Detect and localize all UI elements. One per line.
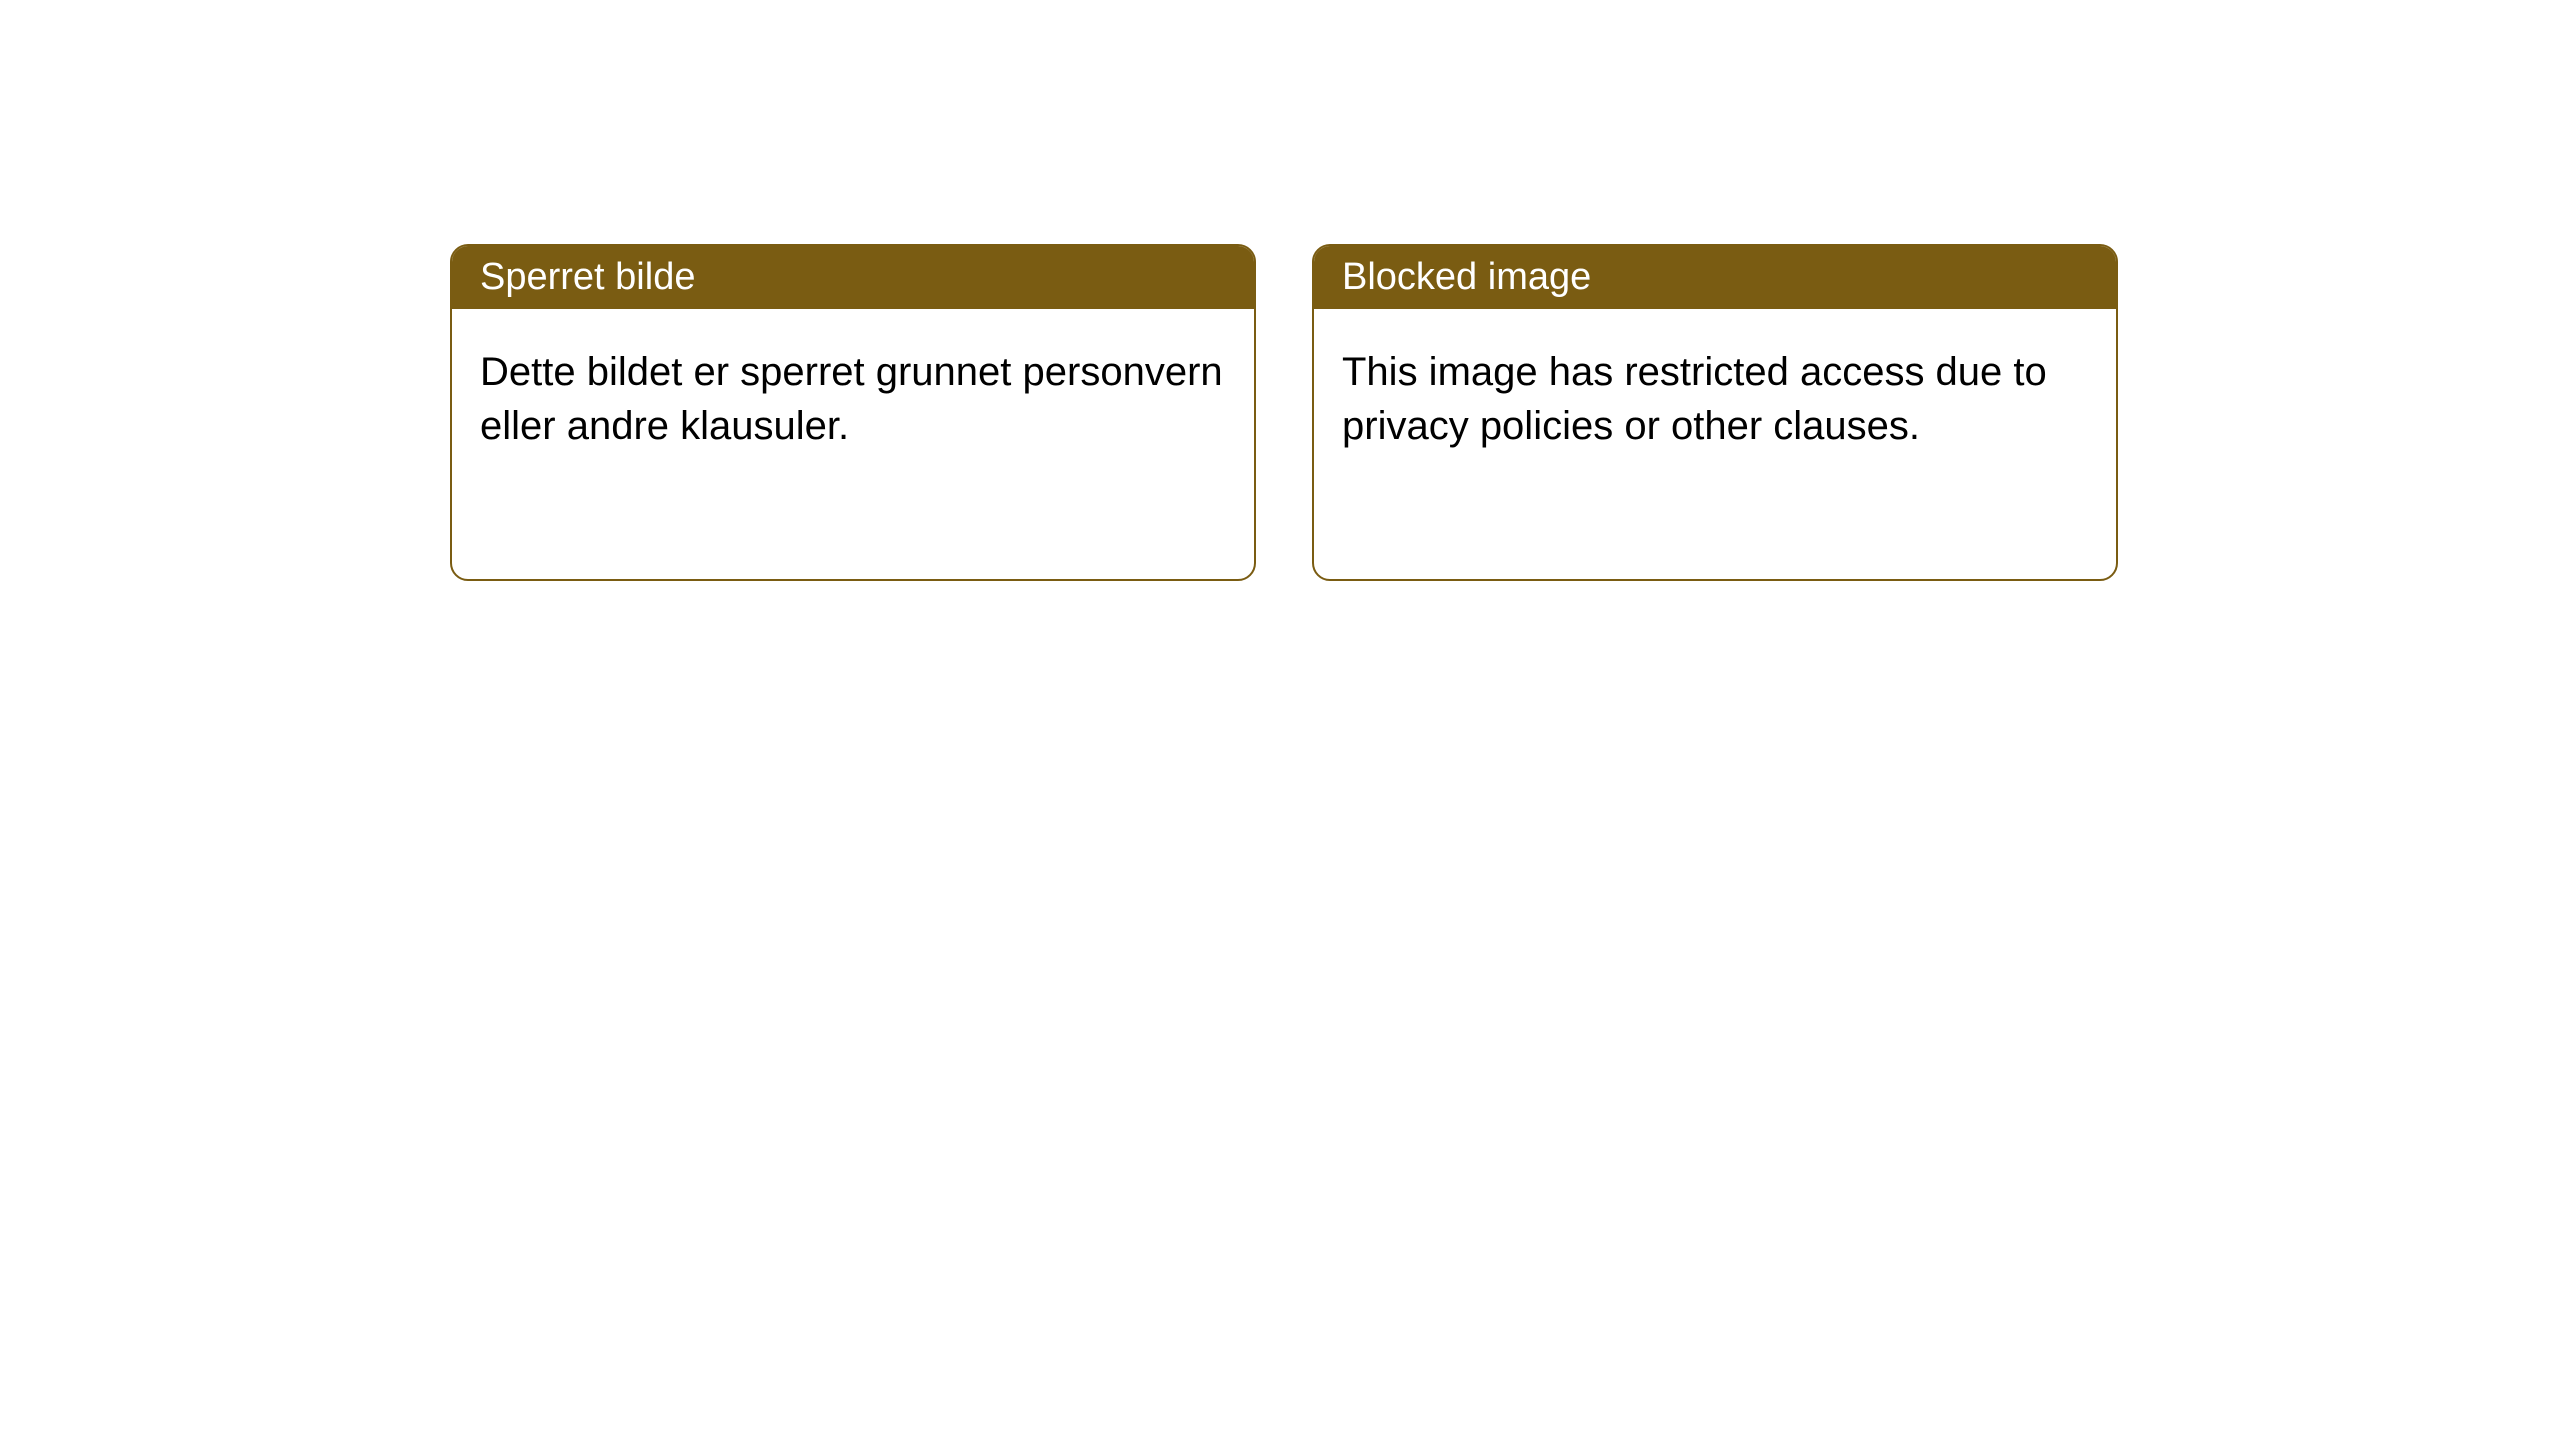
card-header-text-no: Sperret bilde <box>480 256 695 298</box>
notice-container: Sperret bilde Dette bildet er sperret gr… <box>0 0 2560 581</box>
card-body-en: This image has restricted access due to … <box>1314 309 2116 579</box>
card-body-text-en: This image has restricted access due to … <box>1342 350 2047 448</box>
card-header-text-en: Blocked image <box>1342 256 1591 298</box>
card-header-no: Sperret bilde <box>452 246 1254 309</box>
blocked-image-card-no: Sperret bilde Dette bildet er sperret gr… <box>450 244 1256 581</box>
blocked-image-card-en: Blocked image This image has restricted … <box>1312 244 2118 581</box>
card-body-text-no: Dette bildet er sperret grunnet personve… <box>480 350 1223 448</box>
card-header-en: Blocked image <box>1314 246 2116 309</box>
card-body-no: Dette bildet er sperret grunnet personve… <box>452 309 1254 579</box>
